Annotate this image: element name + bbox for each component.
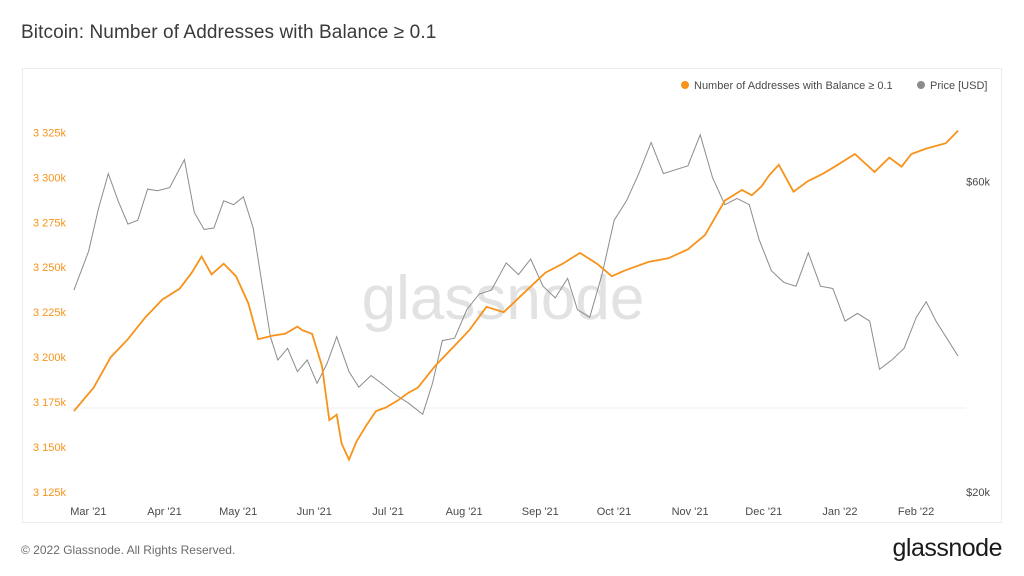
brand-logo: glassnode	[892, 534, 1003, 562]
x-axis: Mar '21 Apr '21 May '21 Jun '21 Jul '21 Aug '…	[70, 506, 934, 518]
x-tick-label: Sep '21	[522, 506, 559, 518]
legend-label-addresses: Number of Addresses with Balance ≥ 0.1	[694, 80, 893, 92]
x-tick-label: Jun '21	[297, 506, 332, 518]
legend-marker-addresses	[681, 81, 689, 89]
x-tick-label: Aug '21	[446, 506, 483, 518]
x-tick-label: Feb '22	[898, 506, 934, 518]
x-tick-label: Jan '22	[822, 506, 857, 518]
line-chart: glassnode Number of Addresses with Balan…	[33, 80, 990, 518]
y-left-tick-label: 3 250k	[33, 262, 67, 274]
y-left-tick-label: 3 200k	[33, 352, 67, 364]
page-title: Bitcoin: Number of Addresses with Balanc…	[21, 22, 437, 43]
y-left-tick-label: 3 325k	[33, 127, 67, 139]
x-tick-label: Apr '21	[147, 506, 182, 518]
x-tick-label: Dec '21	[745, 506, 782, 518]
chart-panel: glassnode Number of Addresses with Balan…	[22, 68, 1002, 523]
y-right-tick-label: $60k	[966, 176, 990, 188]
x-tick-label: Nov '21	[672, 506, 709, 518]
y-left-tick-label: 3 175k	[33, 397, 67, 409]
series-line-price	[73, 133, 959, 416]
x-tick-label: May '21	[219, 506, 257, 518]
y-left-tick-label: 3 125k	[33, 487, 67, 499]
x-tick-label: Mar '21	[70, 506, 106, 518]
legend-marker-price	[917, 81, 925, 89]
y-left-tick-label: 3 225k	[33, 307, 67, 319]
series-line-addresses	[73, 129, 959, 462]
x-tick-label: Oct '21	[597, 506, 632, 518]
legend-label-price: Price [USD]	[930, 80, 987, 92]
x-tick-label: Jul '21	[372, 506, 403, 518]
copyright-text: © 2022 Glassnode. All Rights Reserved.	[21, 543, 236, 557]
y-left-tick-label: 3 300k	[33, 172, 67, 184]
legend: Number of Addresses with Balance ≥ 0.1 P…	[681, 80, 987, 92]
y-axis-left: 3 125k 3 150k 3 175k 3 200k 3 225k 3 250k 3 27…	[33, 127, 67, 499]
y-left-tick-label: 3 275k	[33, 217, 67, 229]
y-left-tick-label: 3 150k	[33, 442, 67, 454]
y-right-tick-label: $20k	[966, 487, 990, 499]
y-axis-right: $20k $60k	[966, 176, 990, 499]
watermark: glassnode	[362, 264, 645, 333]
